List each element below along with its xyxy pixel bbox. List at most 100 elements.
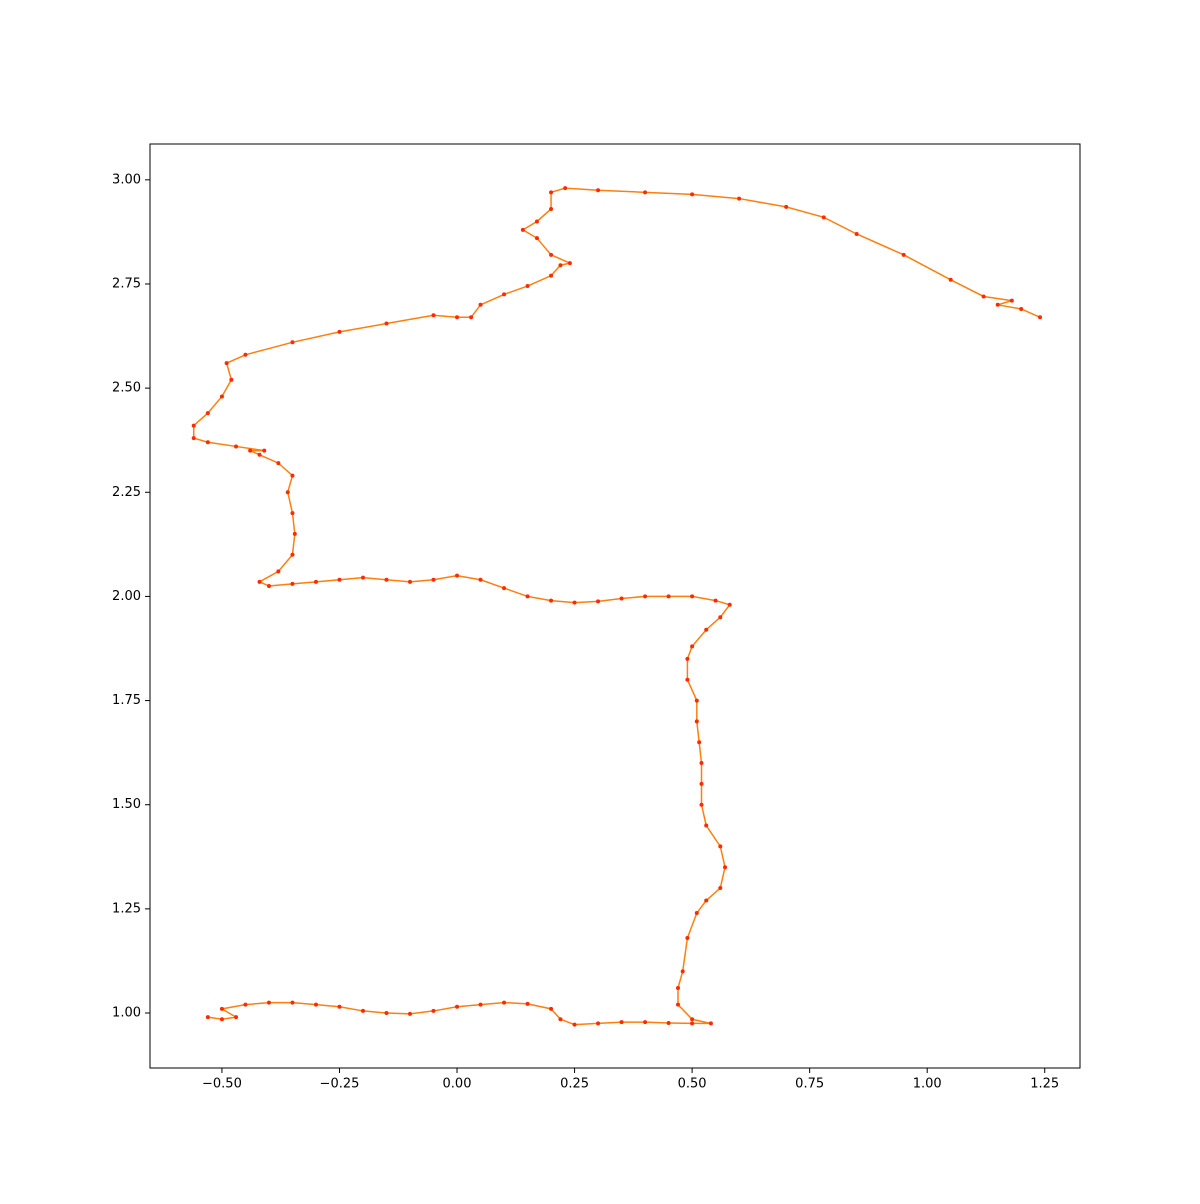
point bbox=[224, 361, 229, 366]
point bbox=[520, 227, 525, 232]
point bbox=[549, 273, 554, 278]
point bbox=[718, 886, 723, 891]
point bbox=[313, 579, 318, 584]
point bbox=[666, 594, 671, 599]
point bbox=[690, 594, 695, 599]
point bbox=[313, 1002, 318, 1007]
x-tick-label: 0.25 bbox=[560, 1077, 589, 1092]
point bbox=[1038, 315, 1043, 320]
y-tick-label: 1.50 bbox=[112, 797, 141, 812]
point bbox=[478, 1002, 483, 1007]
point bbox=[901, 252, 906, 257]
point bbox=[276, 461, 281, 466]
point bbox=[549, 206, 554, 211]
point bbox=[455, 573, 460, 578]
x-tick-label: −0.25 bbox=[320, 1077, 360, 1092]
point bbox=[266, 1000, 271, 1005]
point bbox=[596, 188, 601, 193]
point bbox=[549, 190, 554, 195]
point bbox=[290, 581, 295, 586]
point bbox=[981, 294, 986, 299]
point bbox=[502, 1000, 507, 1005]
point bbox=[643, 190, 648, 195]
point bbox=[948, 277, 953, 282]
point bbox=[676, 1002, 681, 1007]
point bbox=[1019, 306, 1024, 311]
x-tick-label: 0.50 bbox=[678, 1077, 707, 1092]
point bbox=[727, 602, 732, 607]
x-tick-label: −0.50 bbox=[202, 1077, 242, 1092]
point bbox=[666, 1021, 671, 1026]
point bbox=[384, 321, 389, 326]
point bbox=[704, 627, 709, 632]
point bbox=[567, 261, 572, 266]
point bbox=[596, 1021, 601, 1026]
trajectory-line bbox=[192, 187, 1041, 1026]
point bbox=[694, 911, 699, 916]
point bbox=[234, 1015, 239, 1020]
point bbox=[234, 444, 239, 449]
point bbox=[534, 219, 539, 224]
point bbox=[205, 440, 210, 445]
point bbox=[243, 1002, 248, 1007]
point bbox=[558, 1017, 563, 1022]
y-tick-label: 1.75 bbox=[112, 693, 141, 708]
point bbox=[676, 986, 681, 991]
point bbox=[431, 313, 436, 318]
y-tick-label: 2.75 bbox=[112, 276, 141, 291]
y-tick-label: 2.25 bbox=[112, 485, 141, 500]
x-tick-label: 1.25 bbox=[1030, 1077, 1059, 1092]
point bbox=[558, 263, 563, 268]
point bbox=[219, 1006, 224, 1011]
x-tick-label: 0.75 bbox=[795, 1077, 824, 1092]
point bbox=[431, 577, 436, 582]
point bbox=[205, 1015, 210, 1020]
point bbox=[995, 302, 1000, 307]
point bbox=[619, 1020, 624, 1025]
point bbox=[290, 511, 295, 516]
point bbox=[408, 1011, 413, 1016]
point bbox=[502, 292, 507, 297]
point bbox=[572, 600, 577, 605]
point bbox=[699, 781, 704, 786]
point bbox=[408, 579, 413, 584]
point bbox=[713, 598, 718, 603]
point bbox=[549, 1006, 554, 1011]
point bbox=[455, 315, 460, 320]
point bbox=[262, 448, 267, 453]
point bbox=[360, 575, 365, 580]
point bbox=[1009, 298, 1014, 303]
point bbox=[276, 569, 281, 574]
point bbox=[290, 1000, 295, 1005]
point bbox=[694, 719, 699, 724]
point bbox=[718, 615, 723, 620]
point bbox=[704, 823, 709, 828]
point bbox=[455, 1004, 460, 1009]
axes-frame bbox=[149, 143, 1081, 1069]
point bbox=[290, 552, 295, 557]
x-tick-label: 0.00 bbox=[443, 1077, 472, 1092]
point bbox=[360, 1008, 365, 1013]
point bbox=[718, 844, 723, 849]
point bbox=[699, 761, 704, 766]
point bbox=[384, 1011, 389, 1016]
point bbox=[680, 969, 685, 974]
point bbox=[854, 231, 859, 236]
point bbox=[219, 394, 224, 399]
point bbox=[694, 698, 699, 703]
point bbox=[337, 1004, 342, 1009]
point bbox=[821, 215, 826, 220]
point bbox=[534, 236, 539, 241]
point bbox=[784, 204, 789, 209]
point bbox=[549, 252, 554, 257]
point bbox=[525, 1001, 530, 1006]
point bbox=[219, 1017, 224, 1022]
point bbox=[697, 740, 702, 745]
point bbox=[525, 594, 530, 599]
point bbox=[737, 196, 742, 201]
point bbox=[478, 577, 483, 582]
point bbox=[690, 644, 695, 649]
point bbox=[205, 411, 210, 416]
